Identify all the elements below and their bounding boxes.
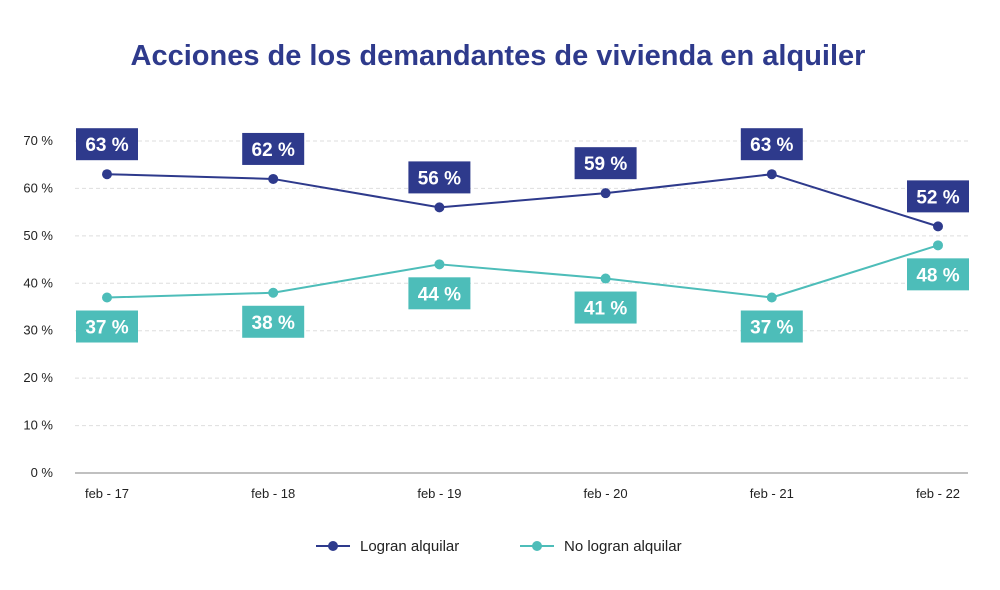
series [102, 169, 943, 303]
data-label-text: 37 % [750, 318, 793, 339]
data-label: 38 % [242, 305, 305, 338]
legend-marker [532, 541, 542, 551]
data-label-text: 62 % [252, 140, 295, 161]
data-point [766, 292, 777, 303]
data-label: 63 % [740, 128, 803, 161]
data-label-text: 48 % [916, 265, 959, 286]
y-tick-label: 20 % [23, 370, 53, 385]
data-label-box [907, 180, 969, 213]
data-point [102, 169, 112, 180]
data-label: 37 % [76, 310, 138, 343]
data-point [434, 259, 445, 270]
data-point [933, 240, 943, 251]
data-point [268, 287, 279, 298]
y-tick-label: 40 % [23, 275, 53, 290]
series-line [106, 173, 939, 228]
data-point [434, 202, 445, 213]
data-label-box [408, 161, 471, 194]
data-label-text: 52 % [916, 187, 959, 208]
data-point [268, 173, 279, 184]
data-label-box [740, 128, 803, 161]
data-label-text: 37 % [85, 318, 128, 339]
legend-label: No logran alquilar [564, 538, 682, 555]
data-label-text: 63 % [85, 135, 128, 156]
x-tick-label: feb - 21 [750, 486, 794, 501]
data-point [933, 221, 943, 232]
data-label-box [242, 305, 305, 338]
data-label: 52 % [907, 180, 969, 213]
data-point [102, 292, 112, 303]
legend-marker [328, 541, 338, 551]
data-label-box [76, 128, 138, 161]
x-tick-label: feb - 19 [417, 486, 461, 501]
y-tick-label: 50 % [23, 228, 53, 243]
x-tick-label: feb - 17 [85, 486, 129, 501]
data-label: 44 % [408, 277, 471, 310]
data-label-text: 56 % [418, 168, 461, 189]
data-label: 41 % [574, 291, 637, 324]
chart-title: Acciones de los demandantes de vivienda … [131, 40, 866, 72]
data-label-box [907, 258, 969, 291]
data-label-box [574, 291, 637, 324]
data-label-text: 41 % [584, 299, 627, 320]
data-label: 37 % [740, 310, 803, 343]
legend-label: Logran alquilar [360, 538, 459, 555]
series-line [106, 244, 939, 299]
data-label: 63 % [76, 128, 138, 161]
data-label: 62 % [242, 132, 305, 165]
y-tick-label: 60 % [23, 180, 53, 195]
data-point [766, 169, 777, 180]
data-label-box [408, 277, 471, 310]
data-label-box [574, 147, 637, 180]
data-label-box [76, 310, 138, 343]
data-label-text: 63 % [750, 135, 793, 156]
data-point [600, 273, 611, 284]
legend-item: No logran alquilar [520, 538, 682, 555]
data-label-text: 38 % [252, 313, 295, 334]
y-tick-label: 30 % [23, 323, 53, 338]
data-label-text: 59 % [584, 154, 627, 175]
data-labels: 63 % 62 % 56 % 59 % 63 % 52 % 37 % 38 % 44 % 41 %… [76, 128, 969, 343]
data-label-box [242, 132, 305, 165]
data-label: 48 % [907, 258, 969, 291]
y-tick-label: 70 % [23, 133, 53, 148]
x-tick-label: feb - 22 [916, 486, 960, 501]
y-tick-label: 0 % [31, 465, 54, 480]
data-label: 59 % [574, 147, 637, 180]
x-tick-label: feb - 18 [251, 486, 295, 501]
legend-item: Logran alquilar [316, 538, 459, 555]
data-label: 56 % [408, 161, 471, 194]
x-tick-label: feb - 20 [584, 486, 628, 501]
axes: 0 % 10 % 20 % 30 % 40 % 50 % 60 % 70 % feb - 17 f… [23, 133, 968, 501]
data-label-box [740, 310, 803, 343]
grid-lines [75, 140, 968, 427]
y-tick-label: 10 % [23, 418, 53, 433]
data-point [600, 188, 611, 199]
data-label-text: 44 % [418, 284, 461, 305]
legend: Logran alquilar No logran alquilar [316, 538, 682, 555]
